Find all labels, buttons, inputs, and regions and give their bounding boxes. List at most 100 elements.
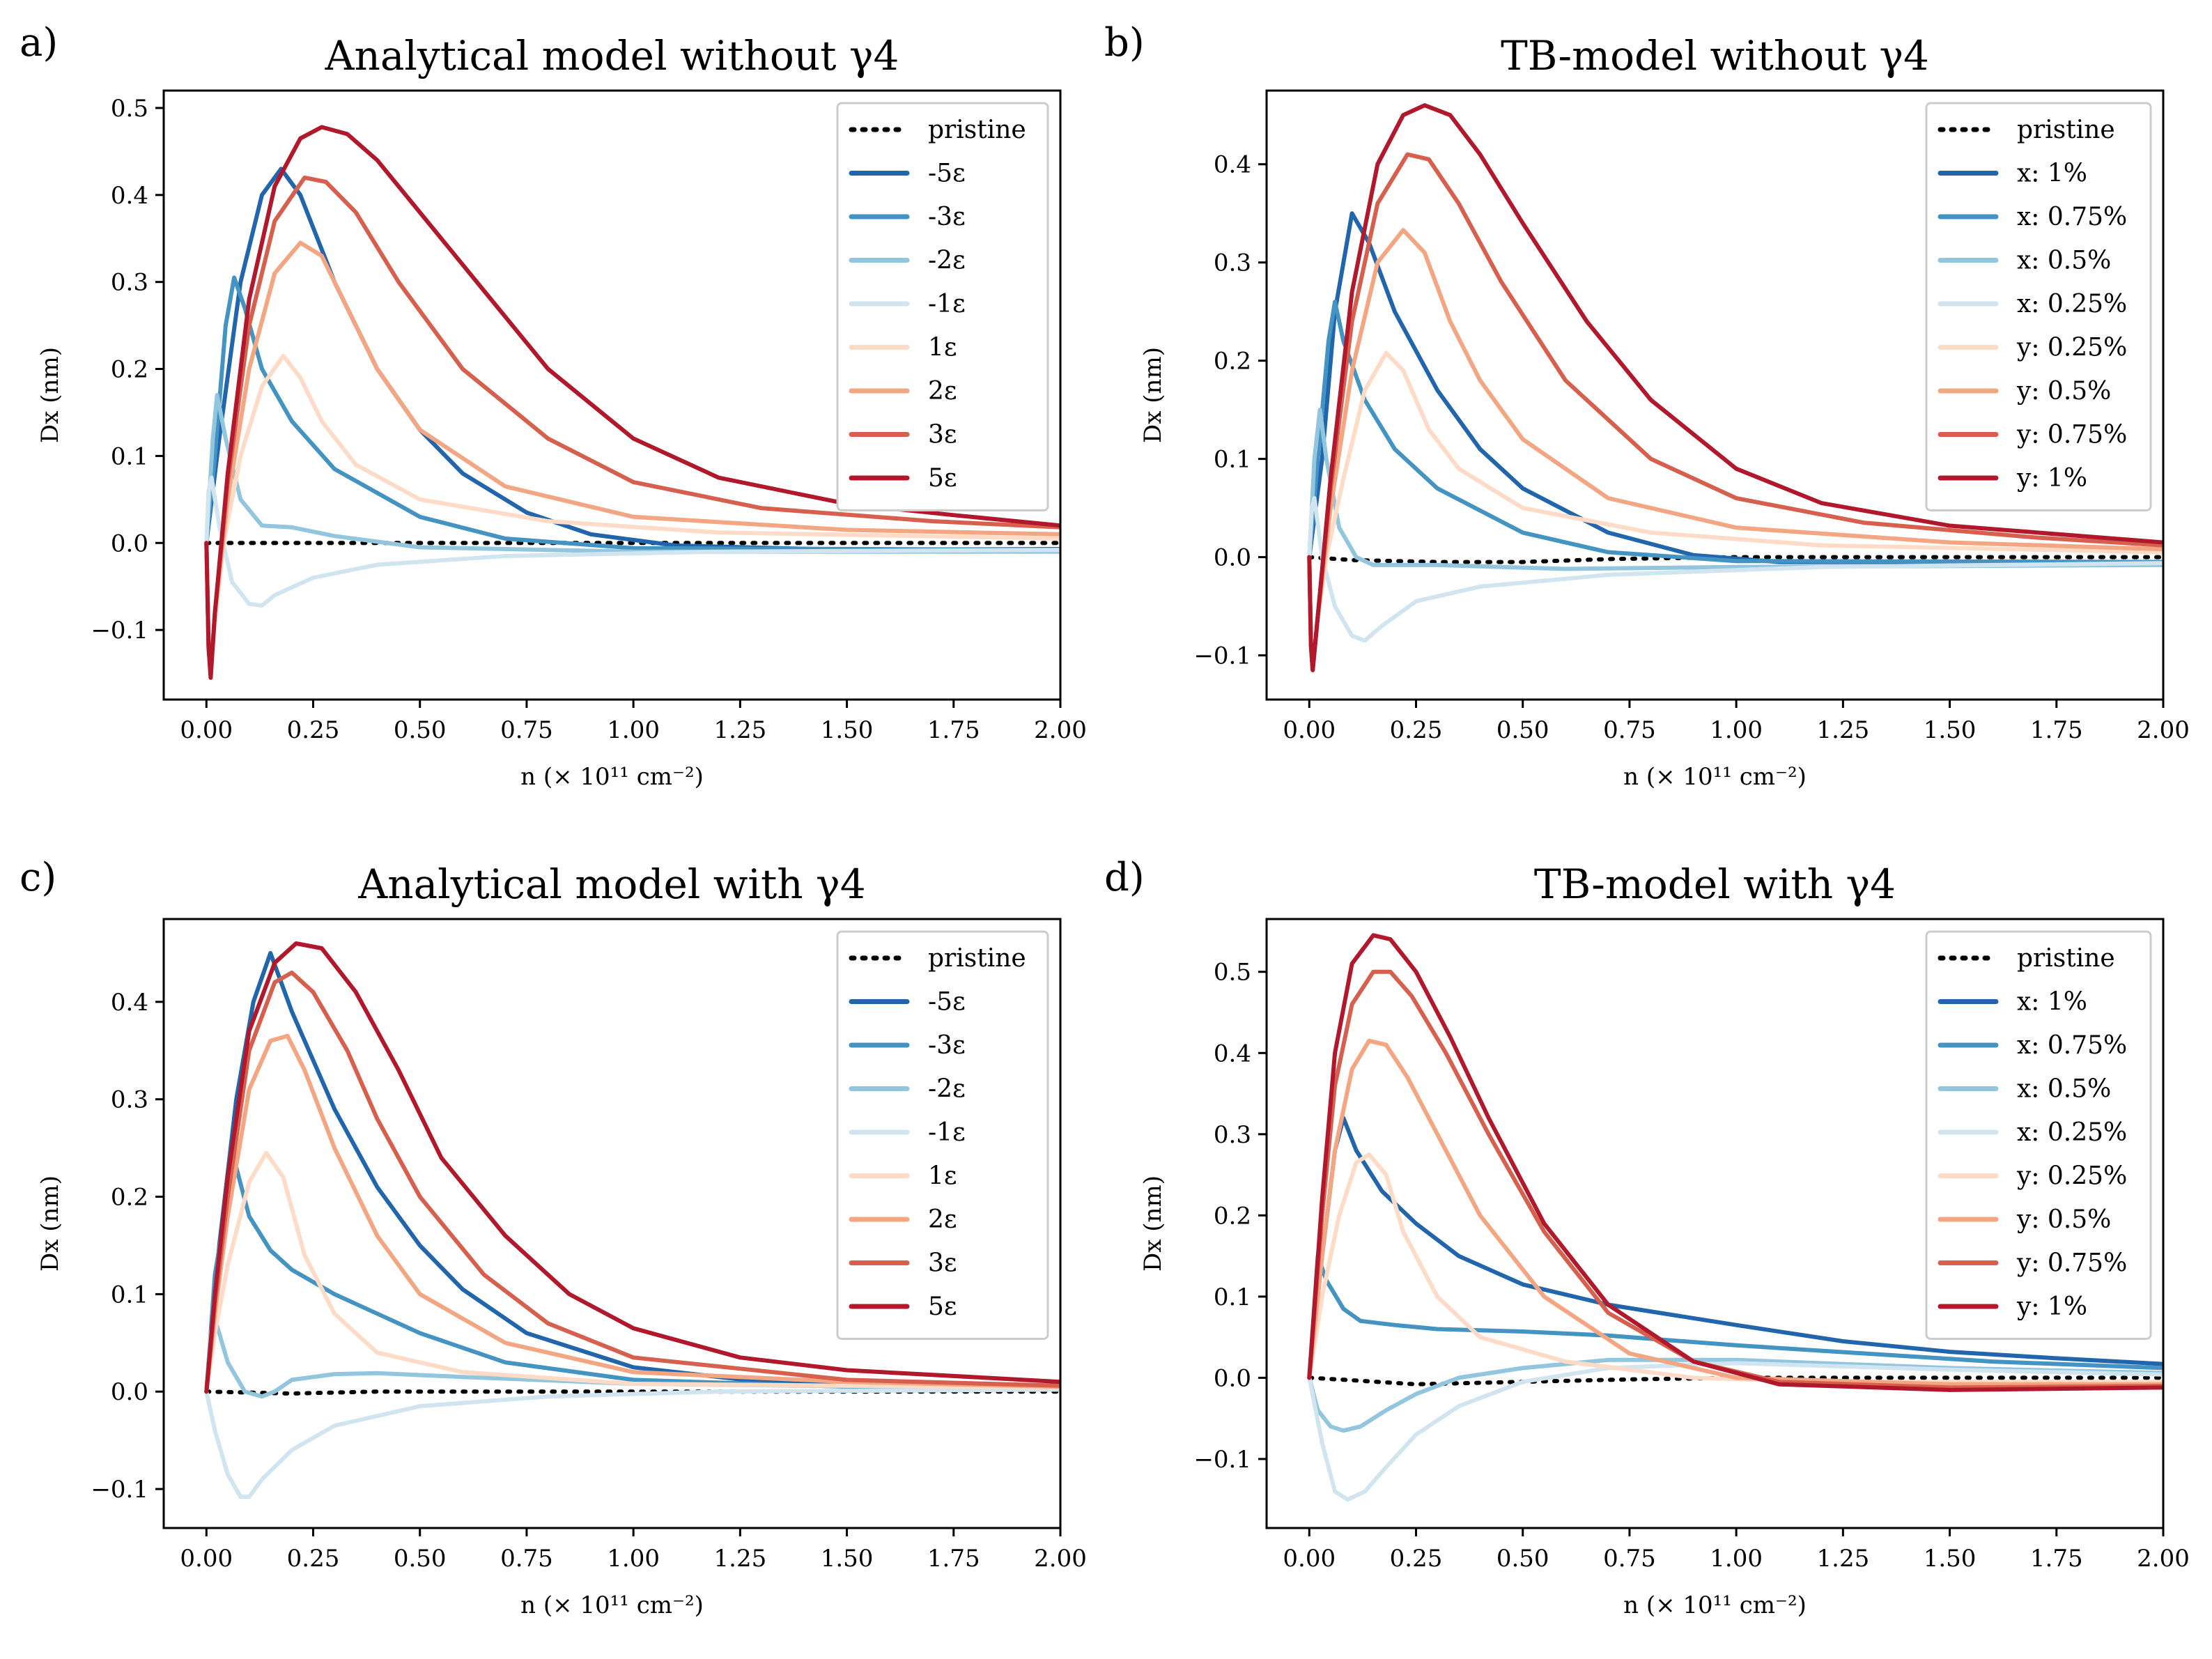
x-tick-label: 0.25 bbox=[1390, 716, 1443, 744]
legend-entry: x: 1% bbox=[2017, 160, 2087, 188]
y-tick-label: 0.0 bbox=[1214, 1364, 1251, 1392]
legend-entry: 5ε bbox=[928, 464, 957, 493]
plot-area bbox=[204, 941, 1060, 1499]
y-tick-label: 0.1 bbox=[111, 1281, 148, 1309]
legend-box bbox=[1925, 102, 2152, 511]
panel-label: c) bbox=[20, 855, 56, 900]
legend: pristine x: 1% x: 0.75% x: 0.5% x: 0.25% y: 0… bbox=[1925, 930, 2152, 1340]
x-tick-label: 0.00 bbox=[180, 716, 233, 744]
x-tick-label: 1.50 bbox=[821, 1545, 874, 1573]
axes-frame bbox=[1265, 918, 2165, 1529]
x-tick-label: 1.75 bbox=[927, 1545, 980, 1573]
panel-label: a) bbox=[20, 20, 58, 65]
legend-entry: x: 0.25% bbox=[2017, 1118, 2127, 1147]
y-tick-label: 0.1 bbox=[111, 442, 148, 470]
x-tick-label: 1.50 bbox=[821, 716, 874, 744]
panel-b: b) TB-model without γ4 0.00 0.25 0.50 0.75 1.0… bbox=[1104, 20, 2190, 791]
x-tick-label: 2.00 bbox=[1034, 1545, 1087, 1573]
x-tick-label: 2.00 bbox=[1034, 716, 1087, 744]
legend-entry: -2ε bbox=[928, 1075, 966, 1104]
legend-entry: -1ε bbox=[928, 1118, 966, 1147]
legend-entry: y: 0.25% bbox=[2016, 1162, 2127, 1191]
legend-entry: -2ε bbox=[928, 247, 966, 275]
x-tick-label: 0.50 bbox=[1496, 716, 1549, 744]
legend-entry: y: 1% bbox=[2016, 464, 2087, 493]
legend-entry: pristine bbox=[2017, 116, 2115, 144]
y-tick-label: 0.0 bbox=[1214, 544, 1251, 572]
y-tick-label: −0.1 bbox=[1193, 642, 1251, 670]
y-axis-label: Dx (nm) bbox=[36, 1175, 64, 1272]
y-tick-label: 0.3 bbox=[1214, 1121, 1251, 1149]
legend-entry: y: 0.75% bbox=[2016, 1249, 2127, 1278]
y-tick-label: 0.5 bbox=[111, 95, 148, 123]
legend: pristine x: 1% x: 0.75% x: 0.5% x: 0.25% y: 0… bbox=[1925, 102, 2152, 511]
y-axis-label: Dx (nm) bbox=[1139, 1175, 1167, 1272]
x-axis-label: n (× 10¹¹ cm⁻²) bbox=[1623, 763, 1807, 791]
legend-entry: x: 0.5% bbox=[2017, 247, 2111, 275]
legend-entry: pristine bbox=[928, 944, 1026, 973]
series-line-4 bbox=[204, 475, 1060, 608]
y-tick-label: 0.2 bbox=[111, 1184, 148, 1212]
y-tick-label: 0.5 bbox=[1214, 959, 1251, 987]
legend-entry: pristine bbox=[2017, 944, 2115, 973]
x-tick-label: 0.50 bbox=[394, 716, 447, 744]
y-tick-label: 0.2 bbox=[1214, 348, 1251, 376]
axes-frame bbox=[162, 89, 1062, 701]
legend-entry: -1ε bbox=[928, 290, 966, 318]
x-tick-label: 1.25 bbox=[714, 716, 767, 744]
x-tick-label: 0.00 bbox=[1283, 1545, 1336, 1573]
y-tick-label: 0.3 bbox=[1214, 249, 1251, 277]
x-tick-label: 0.25 bbox=[1390, 1545, 1443, 1573]
x-tick-label: 1.25 bbox=[714, 1545, 767, 1573]
series-line-4 bbox=[1307, 1361, 2163, 1502]
legend-entry: -5ε bbox=[928, 160, 966, 188]
legend-entry: x: 0.5% bbox=[2017, 1075, 2111, 1104]
x-tick-label: 0.25 bbox=[287, 716, 340, 744]
series-line-5 bbox=[204, 1150, 1060, 1394]
panel-d: d) TB-model with γ4 0.00 0.25 0.50 0.75 1.00 1.… bbox=[1104, 855, 2190, 1619]
series-line-6 bbox=[204, 1033, 1060, 1394]
x-tick-label: 0.00 bbox=[180, 1545, 233, 1573]
x-tick-label: 0.25 bbox=[287, 1545, 340, 1573]
chart-title: TB-model with γ4 bbox=[1534, 861, 1896, 908]
legend-entry: -3ε bbox=[928, 1031, 966, 1060]
y-tick-label: 0.0 bbox=[111, 1378, 148, 1406]
legend: pristine -5ε -3ε -2ε -1ε 1ε 2ε 3ε 5ε bbox=[836, 102, 1049, 511]
chart-title: Analytical model with γ4 bbox=[357, 861, 865, 908]
series-line-3 bbox=[204, 393, 1060, 554]
x-tick-label: 1.00 bbox=[607, 716, 660, 744]
chart-title: TB-model without γ4 bbox=[1501, 32, 1929, 79]
plot-area bbox=[1307, 933, 2163, 1502]
x-tick-label: 2.00 bbox=[2137, 716, 2190, 744]
x-tick-label: 0.75 bbox=[500, 1545, 553, 1573]
legend-entry: 2ε bbox=[928, 1205, 957, 1234]
series-line-4 bbox=[204, 1387, 1060, 1499]
panel-label: d) bbox=[1104, 855, 1145, 900]
x-tick-label: 1.25 bbox=[1817, 716, 1870, 744]
x-tick-label: 0.00 bbox=[1283, 716, 1336, 744]
x-tick-label: 1.00 bbox=[1710, 716, 1763, 744]
legend-entry: 3ε bbox=[928, 1249, 957, 1278]
legend-entry: -5ε bbox=[928, 988, 966, 1017]
y-tick-label: 0.2 bbox=[1214, 1202, 1251, 1230]
legend-entry: x: 0.75% bbox=[2017, 203, 2127, 231]
x-tick-label: 1.75 bbox=[2030, 1545, 2083, 1573]
legend-entry: pristine bbox=[928, 116, 1026, 144]
axes-frame bbox=[1265, 89, 2165, 701]
y-tick-label: −0.1 bbox=[91, 1476, 148, 1504]
y-tick-label: −0.1 bbox=[91, 617, 148, 645]
x-tick-label: 0.75 bbox=[1603, 716, 1656, 744]
x-axis-label: n (× 10¹¹ cm⁻²) bbox=[520, 763, 704, 791]
y-tick-label: 0.1 bbox=[1214, 446, 1251, 474]
y-axis-label: Dx (nm) bbox=[1139, 347, 1167, 443]
y-tick-label: 0.1 bbox=[1214, 1283, 1251, 1311]
panel-label: b) bbox=[1104, 20, 1145, 65]
plot-area bbox=[1307, 103, 2163, 672]
series-line-6 bbox=[1307, 1038, 2163, 1387]
legend-entry: 2ε bbox=[928, 377, 957, 406]
legend-entry: y: 0.25% bbox=[2016, 334, 2127, 362]
legend-box bbox=[836, 102, 1049, 511]
x-tick-label: 0.75 bbox=[1603, 1545, 1656, 1573]
series-line-2 bbox=[204, 275, 1060, 553]
